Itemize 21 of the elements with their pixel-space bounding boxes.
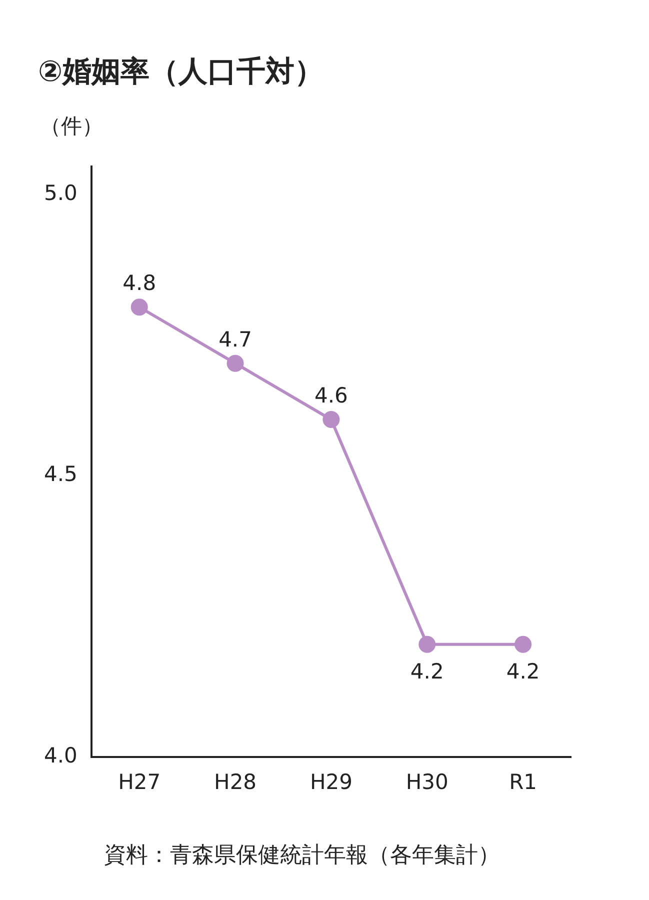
point: [322, 411, 340, 428]
x-tick-label: H29: [310, 770, 352, 794]
point: [418, 636, 436, 653]
chart-title: ②婚姻率（人口千対）: [38, 53, 324, 90]
x-tick-label: R1: [509, 770, 538, 794]
point: [130, 298, 148, 316]
point: [226, 354, 244, 372]
data-label: 4.2: [506, 659, 540, 684]
x-tick-label: H30: [406, 770, 448, 794]
y-axis-title: （件）: [40, 113, 103, 140]
y-tick-label: 4.0: [44, 743, 78, 768]
point: [514, 636, 532, 653]
data-label: 4.6: [314, 383, 348, 408]
x-tick-label: H27: [118, 770, 161, 794]
text: 資料：青森県保健統計年報（各年集計）: [104, 842, 500, 870]
y-tick-label: 5.0: [44, 181, 78, 206]
y-tick-label: 4.5: [44, 462, 78, 486]
data-label: 4.8: [122, 271, 156, 296]
data-label: 4.2: [410, 659, 444, 684]
x-tick-label: H28: [214, 770, 257, 794]
data-label: 4.7: [218, 327, 252, 352]
